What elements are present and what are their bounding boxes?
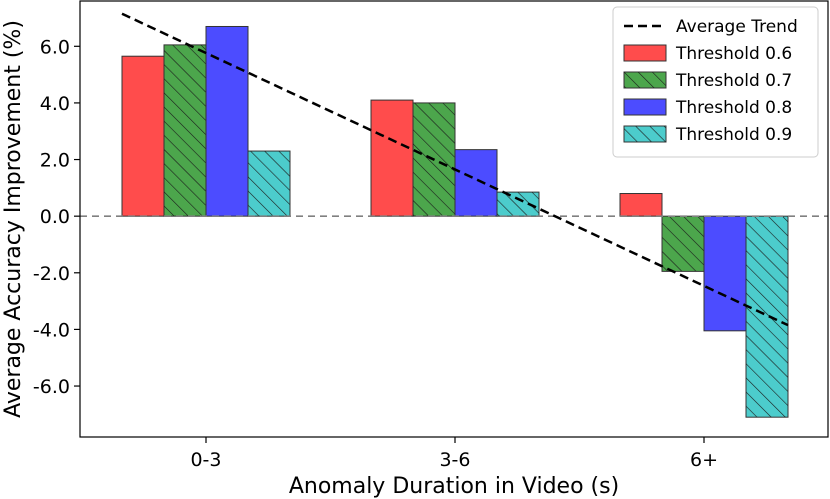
bar-hatch (164, 44, 206, 217)
x-axis-label: Anomaly Duration in Video (s) (289, 474, 619, 499)
trend-layer (121, 12, 789, 327)
legend-label: Threshold 0.8 (675, 98, 792, 118)
bar-hatch (497, 192, 539, 217)
y-tick-label: 0.0 (40, 206, 70, 228)
bar-threshold-06-3-6 (370, 99, 414, 217)
y-tick-label: 4.0 (40, 93, 70, 115)
x-tick-label: 6+ (690, 449, 718, 471)
legend-swatch-hatch (624, 126, 666, 142)
legend-swatch (623, 44, 667, 62)
bar-hatch (248, 151, 290, 217)
y-tick-label: -6.0 (33, 376, 70, 398)
legend-label: Threshold 0.6 (675, 44, 792, 64)
bar-hatch (746, 216, 788, 418)
y-axis: -6.0 -4.0 -2.0 0.0 2.0 4.0 6.0 (33, 36, 80, 398)
x-tick-label: 0-3 (190, 449, 221, 471)
legend-label-average-trend: Average Trend (676, 17, 798, 37)
y-tick-label: 6.0 (40, 36, 70, 58)
bar-hatch (662, 216, 704, 272)
bar-threshold-06-6+ (619, 193, 663, 217)
bar-threshold-06-0-3 (121, 55, 165, 217)
bar-threshold-08-3-6 (454, 149, 498, 217)
bars-layer (121, 25, 789, 418)
y-tick-label: 2.0 (40, 150, 70, 172)
legend-swatch (623, 98, 667, 116)
legend-label: Threshold 0.9 (675, 125, 792, 145)
y-tick-label: -4.0 (33, 319, 70, 341)
bar-threshold-08-6+ (703, 215, 747, 332)
y-axis-label: Average Accuracy Improvement (%) (1, 20, 26, 418)
y-tick-label: -2.0 (33, 263, 70, 285)
legend-label: Threshold 0.7 (675, 71, 792, 91)
x-axis: 0-3 3-6 6+ (190, 437, 718, 471)
legend-swatch-hatch (624, 72, 666, 88)
x-tick-label: 3-6 (439, 449, 470, 471)
average-trend-line (121, 12, 789, 327)
legend: Average Trend Threshold 0.6 Threshold 0.7 T… (612, 6, 819, 158)
plot-frame (79, 0, 829, 438)
